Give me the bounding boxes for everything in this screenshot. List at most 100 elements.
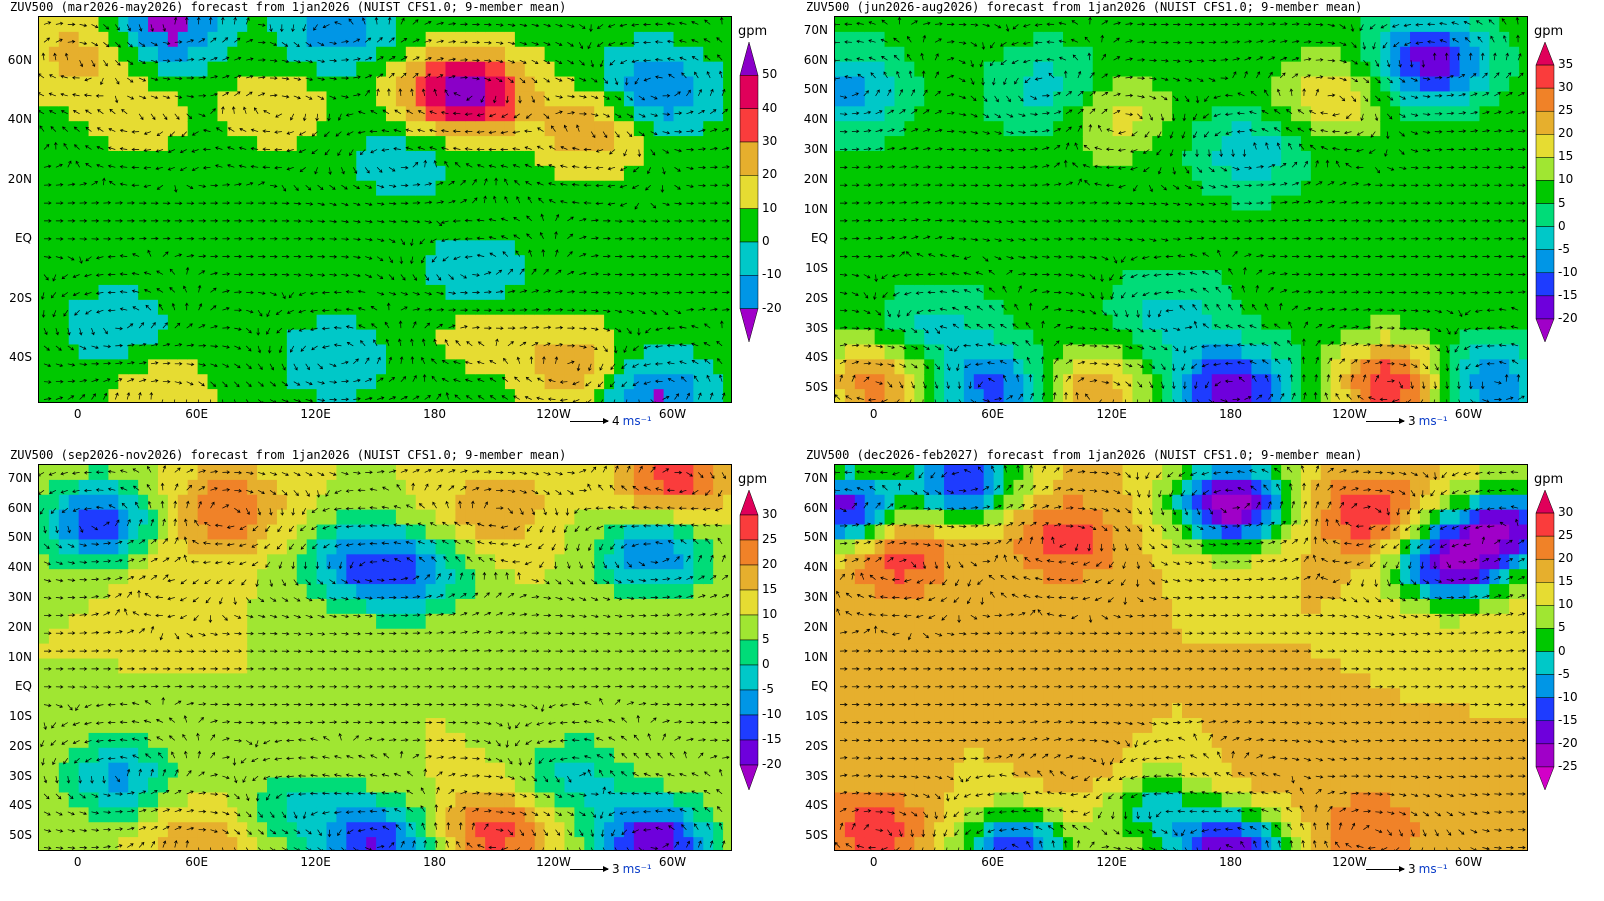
field-cell (495, 225, 506, 241)
field-cell (1320, 225, 1332, 241)
wind-vector (645, 184, 651, 191)
field-cell (514, 31, 526, 48)
wind-vector (262, 129, 271, 133)
field-cell (88, 284, 100, 301)
field-cell (693, 46, 704, 63)
field-cell (604, 240, 615, 256)
wind-vector (210, 56, 218, 61)
wind-vector (448, 199, 456, 204)
wind-vector (341, 255, 350, 259)
field-cell (1499, 225, 1510, 241)
field-cell (1499, 255, 1510, 271)
colorbar-box (739, 241, 759, 276)
field-cell (564, 329, 575, 346)
field-cell (643, 344, 655, 360)
wind-vector (48, 92, 57, 97)
field-cell (39, 299, 50, 316)
field-cell (346, 225, 357, 241)
field-cell (386, 284, 397, 301)
field-cell (296, 61, 308, 78)
field-cell (128, 374, 139, 390)
field-cell (257, 284, 268, 301)
field-cell (1092, 225, 1104, 241)
field-cell (594, 225, 605, 241)
wind-vector (186, 57, 195, 62)
wind-vector (620, 59, 628, 64)
field-cell (594, 374, 605, 390)
field-cell (475, 61, 486, 78)
field-cell (904, 240, 915, 256)
field-cell (326, 165, 338, 182)
wind-vector (588, 363, 592, 372)
field-cell (217, 165, 228, 182)
wind-vector (103, 392, 108, 400)
field-cell (1439, 31, 1451, 48)
field-cell (504, 299, 516, 316)
field-cell (88, 240, 100, 256)
wind-vector (555, 325, 564, 330)
field-cell (475, 31, 486, 48)
field-cell (395, 359, 407, 375)
field-cell (864, 314, 876, 331)
field-cell (614, 270, 625, 286)
field-cell (1390, 359, 1401, 375)
wind-vector (543, 289, 552, 293)
field-cell (623, 31, 635, 48)
field-cell (963, 150, 975, 167)
wind-vector (103, 59, 108, 67)
field-cell (267, 270, 278, 286)
wind-vector (346, 341, 354, 347)
field-cell (963, 314, 975, 331)
field-cell (1400, 150, 1411, 167)
wind-vector (246, 181, 254, 186)
field-cell (1231, 17, 1243, 33)
field-cell (435, 165, 447, 182)
field-cell (1122, 284, 1134, 301)
field-cell (835, 374, 846, 390)
field-cell (944, 150, 955, 167)
field-cell (276, 299, 288, 316)
field-cell (1132, 165, 1143, 182)
field-cell (554, 17, 566, 33)
wind-vector (495, 59, 504, 64)
wind-vector (674, 167, 681, 172)
wind-vector (52, 274, 57, 282)
field-cell (1063, 180, 1074, 197)
field-cell (1380, 270, 1391, 286)
field-cell (1082, 270, 1094, 286)
field-cell (395, 299, 407, 316)
wind-vector (412, 161, 419, 168)
field-cell (904, 270, 915, 286)
field-cell (425, 46, 437, 63)
field-cell (247, 374, 258, 390)
field-cell (1043, 61, 1054, 78)
wind-vector (704, 323, 711, 329)
wind-vector (286, 148, 294, 153)
field-cell (1023, 299, 1034, 316)
field-cell (864, 76, 876, 93)
field-cell (1152, 150, 1163, 167)
field-cell (1340, 91, 1352, 107)
wind-vector (257, 363, 263, 370)
field-cell (864, 150, 876, 167)
field-cell (1300, 374, 1312, 390)
wind-vector (525, 181, 532, 186)
field-cell (1201, 359, 1213, 375)
wind-vector (270, 236, 278, 241)
field-cell (894, 150, 905, 167)
field-cell (415, 299, 427, 316)
field-cell (914, 374, 925, 390)
wind-vector (563, 124, 568, 132)
field-cell (904, 389, 915, 402)
field-cell (247, 225, 258, 241)
field-cell (1281, 344, 1292, 360)
wind-vector (327, 113, 331, 122)
wind-vector (43, 255, 52, 260)
field-cell (1310, 359, 1322, 375)
wind-vector (150, 59, 159, 64)
field-cell (1063, 314, 1074, 331)
wind-vector (43, 380, 52, 384)
wind-vector (424, 73, 431, 79)
wind-vector (234, 290, 242, 294)
field-cell (953, 76, 965, 93)
